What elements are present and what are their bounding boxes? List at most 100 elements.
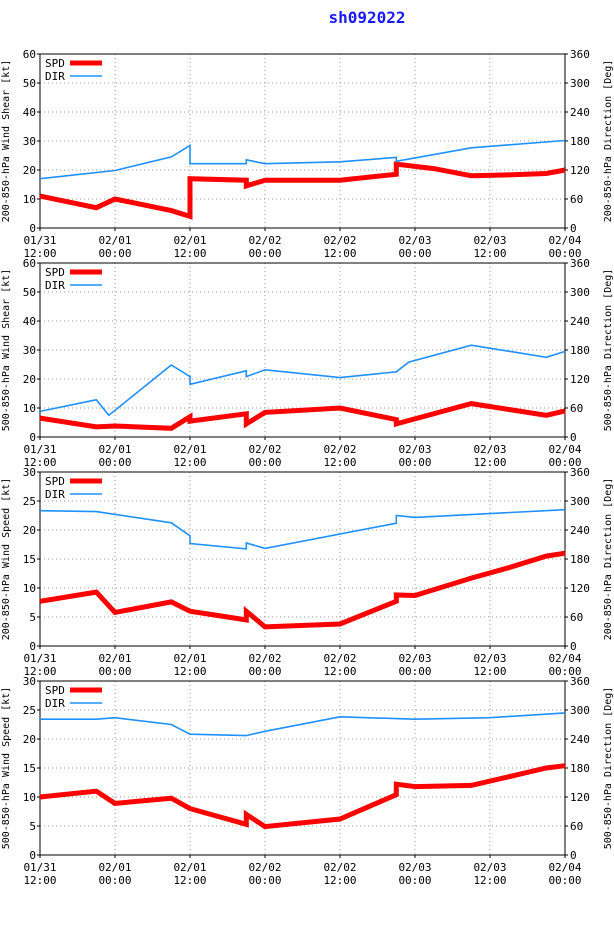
y-tick-label-left: 10 [23, 193, 36, 206]
plot-frame [39, 471, 566, 647]
x-tick-label-date: 02/01 [98, 861, 131, 874]
x-tick-label-date: 02/03 [473, 234, 506, 247]
y-tick-label-right: 240 [570, 733, 590, 746]
x-tick-label-date: 02/03 [473, 861, 506, 874]
x-tick-label-time: 00:00 [398, 456, 431, 469]
y-axis-label-left: 500-850-hPa Wind Speed [kt] [1, 687, 12, 850]
x-tick-label-date: 02/04 [548, 652, 581, 665]
x-tick-label-time: 12:00 [473, 665, 506, 678]
legend-label-dir: DIR [45, 488, 65, 501]
y-tick-label-right: 120 [570, 373, 590, 386]
y-tick-label-right: 360 [570, 675, 590, 688]
y-tick-label-left: 20 [23, 164, 36, 177]
x-tick-label-time: 12:00 [23, 456, 56, 469]
plot-frame [39, 680, 566, 856]
y-tick-label-right: 300 [570, 704, 590, 717]
y-tick-label-left: 20 [23, 733, 36, 746]
x-tick-label-time: 00:00 [98, 665, 131, 678]
x-tick-label-time: 00:00 [398, 247, 431, 260]
y-tick-label-left: 60 [23, 257, 36, 270]
y-tick-label-left: 10 [23, 402, 36, 415]
x-tick-label-date: 02/01 [173, 443, 206, 456]
x-tick-label-date: 02/02 [323, 443, 356, 456]
y-tick-label-right: 300 [570, 286, 590, 299]
chart-panel-1: 010203040506006012018024030036001/3112:0… [1, 48, 614, 260]
y-tick-label-right: 360 [570, 466, 590, 479]
y-axis-label-right: 500-850-hPa Direction [Deg] [603, 687, 614, 850]
x-tick-label-date: 02/01 [173, 234, 206, 247]
x-tick-label-time: 00:00 [98, 247, 131, 260]
y-tick-label-left: 15 [23, 762, 36, 775]
y-tick-label-left: 30 [23, 466, 36, 479]
x-tick-label-date: 02/03 [398, 652, 431, 665]
x-tick-label-time: 00:00 [248, 456, 281, 469]
y-tick-label-right: 60 [570, 402, 583, 415]
dir-series-line [39, 344, 566, 417]
y-tick-label-right: 120 [570, 791, 590, 804]
y-tick-label-right: 180 [570, 344, 590, 357]
x-tick-label-date: 02/03 [398, 234, 431, 247]
y-tick-label-left: 25 [23, 495, 36, 508]
y-tick-label-right: 300 [570, 77, 590, 90]
y-tick-label-right: 180 [570, 553, 590, 566]
y-tick-label-left: 50 [23, 77, 36, 90]
x-tick-label-date: 02/01 [98, 234, 131, 247]
legend-label-spd: SPD [45, 475, 65, 488]
y-tick-label-right: 0 [570, 431, 577, 444]
y-tick-label-right: 240 [570, 524, 590, 537]
y-tick-label-right: 0 [570, 849, 577, 862]
x-tick-label-date: 01/31 [23, 652, 56, 665]
x-tick-label-date: 02/02 [323, 861, 356, 874]
x-tick-label-date: 02/03 [398, 443, 431, 456]
y-tick-label-left: 40 [23, 106, 36, 119]
x-tick-label-date: 01/31 [23, 443, 56, 456]
x-tick-label-date: 02/02 [323, 234, 356, 247]
x-tick-label-time: 00:00 [98, 874, 131, 887]
x-tick-label-date: 02/04 [548, 234, 581, 247]
x-tick-label-time: 12:00 [473, 456, 506, 469]
y-tick-label-right: 60 [570, 611, 583, 624]
y-tick-label-left: 25 [23, 704, 36, 717]
x-tick-label-date: 02/02 [248, 652, 281, 665]
y-tick-label-right: 60 [570, 820, 583, 833]
y-tick-label-left: 20 [23, 373, 36, 386]
y-tick-label-right: 180 [570, 135, 590, 148]
spd-series-line [39, 550, 566, 630]
x-tick-label-date: 02/01 [173, 652, 206, 665]
y-tick-label-left: 5 [29, 820, 36, 833]
y-tick-label-left: 10 [23, 582, 36, 595]
x-tick-label-time: 12:00 [23, 665, 56, 678]
x-tick-label-date: 02/02 [323, 652, 356, 665]
dir-series-line [39, 508, 566, 550]
x-tick-label-time: 00:00 [548, 247, 581, 260]
y-tick-label-right: 360 [570, 48, 590, 61]
legend-label-spd: SPD [45, 684, 65, 697]
y-tick-label-left: 10 [23, 791, 36, 804]
y-tick-label-right: 360 [570, 257, 590, 270]
x-tick-label-time: 12:00 [323, 874, 356, 887]
legend-label-spd: SPD [45, 57, 65, 70]
x-tick-label-date: 01/31 [23, 234, 56, 247]
y-tick-label-left: 60 [23, 48, 36, 61]
y-axis-label-right: 200-850-hPa Direction [Deg] [603, 60, 614, 223]
x-tick-label-date: 02/01 [173, 861, 206, 874]
x-tick-label-date: 02/01 [98, 652, 131, 665]
x-tick-label-time: 00:00 [248, 665, 281, 678]
x-tick-label-time: 12:00 [173, 665, 206, 678]
legend-label-dir: DIR [45, 279, 65, 292]
legend-label-spd: SPD [45, 266, 65, 279]
dir-series-line [39, 139, 566, 180]
legend-label-dir: DIR [45, 70, 65, 83]
x-tick-label-time: 00:00 [398, 874, 431, 887]
y-tick-label-left: 0 [29, 222, 36, 235]
spd-series-line [39, 763, 566, 830]
chart-panel-4: 05101520253006012018024030036001/3112:00… [1, 675, 614, 887]
x-tick-label-time: 00:00 [248, 874, 281, 887]
x-tick-label-time: 12:00 [173, 456, 206, 469]
y-tick-label-left: 20 [23, 524, 36, 537]
y-tick-label-left: 0 [29, 431, 36, 444]
y-tick-label-left: 5 [29, 611, 36, 624]
x-tick-label-date: 02/02 [248, 234, 281, 247]
y-axis-label-right: 500-850-hPa Direction [Deg] [603, 269, 614, 432]
